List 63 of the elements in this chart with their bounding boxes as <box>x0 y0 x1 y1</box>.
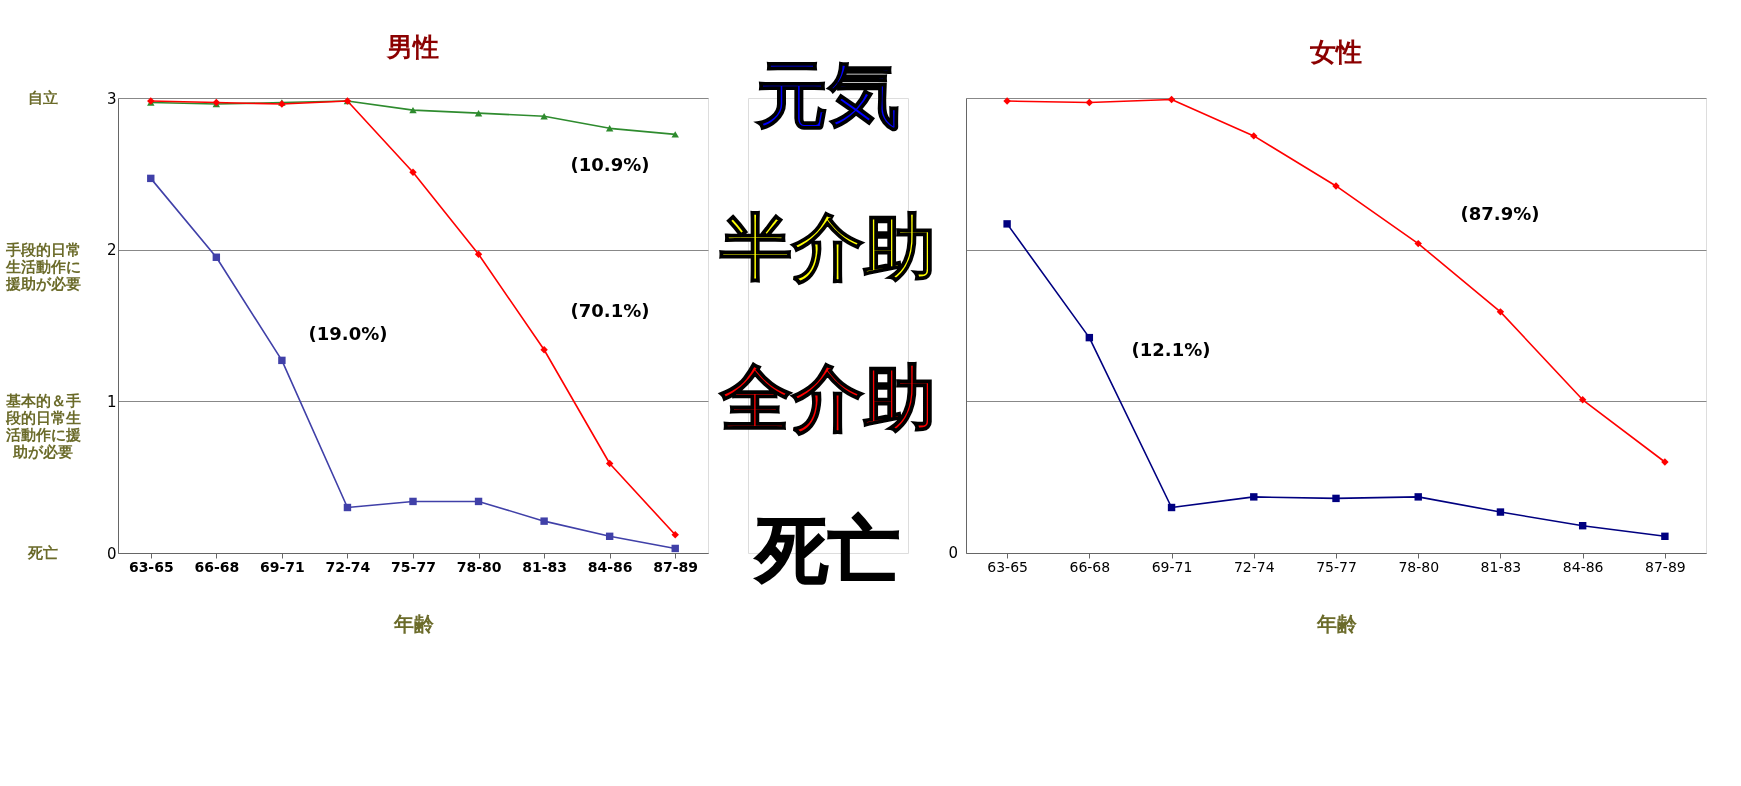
point <box>1578 396 1587 404</box>
x-tick-label: 69-71 <box>260 558 305 575</box>
point <box>1496 508 1505 516</box>
annotation: (12.1%) <box>1131 339 1211 360</box>
x-tick-label: 78-80 <box>1398 558 1440 575</box>
point <box>409 497 417 506</box>
text: 死亡 <box>27 544 58 562</box>
point <box>1661 532 1669 541</box>
point <box>605 125 614 132</box>
point <box>409 168 417 177</box>
chart-title: 女性 <box>1309 36 1362 67</box>
x-tick-label: 75-77 <box>391 558 436 575</box>
text: 死亡 <box>754 508 900 592</box>
text: 基本的＆手段的日常生活動作に援助が必要 <box>4 392 81 462</box>
x-tick-label: 66-68 <box>194 558 240 575</box>
point <box>1167 95 1176 104</box>
text: 手段的日常生活動作に援助が必要 <box>4 240 81 293</box>
text: 半介助 <box>719 204 936 289</box>
x-tick-label: 72-74 <box>325 558 371 575</box>
x-axis-title: 年齢 <box>392 611 435 636</box>
x-tick-label: 81-83 <box>1480 558 1522 575</box>
point <box>1003 220 1011 228</box>
point <box>671 131 679 138</box>
y-tick-label: 1 <box>106 392 117 411</box>
point <box>1250 493 1258 501</box>
point <box>1496 308 1505 316</box>
point <box>605 459 614 468</box>
x-tick-label: 63-65 <box>987 558 1028 575</box>
x-tick-label: 75-77 <box>1316 558 1357 575</box>
x-tick-label: 87-89 <box>653 558 699 575</box>
y-tick-label: 3 <box>106 89 117 108</box>
y-tick-label: 2 <box>106 241 117 260</box>
annotation: (70.1%) <box>570 300 650 321</box>
text: 0 <box>948 544 958 562</box>
x-tick-label: 69-71 <box>1151 558 1193 575</box>
y-tick-label: 0 <box>106 544 117 563</box>
point <box>474 250 483 258</box>
chart-title: 男性 <box>386 32 439 62</box>
annotation: (10.9%) <box>570 154 650 175</box>
text: 元気 <box>755 53 900 137</box>
annotation: (87.9%) <box>1460 203 1540 224</box>
point <box>278 356 286 365</box>
point <box>1250 132 1258 140</box>
point <box>540 346 548 354</box>
x-tick-label: 66-68 <box>1069 558 1111 575</box>
x-tick-label: 81-83 <box>522 558 567 575</box>
point <box>1085 98 1094 107</box>
x-tick-label: 63-65 <box>128 558 174 575</box>
x-tick-label: 84-86 <box>1562 558 1604 575</box>
annotation: (19.0%) <box>308 323 388 344</box>
point <box>1332 494 1340 503</box>
x-tick-label: 72-74 <box>1233 558 1275 575</box>
text: 自立 <box>28 89 58 107</box>
point <box>474 109 483 117</box>
x-tick-label: 87-89 <box>1645 558 1686 575</box>
point <box>1414 239 1422 248</box>
x-axis-title: 年齢 <box>1315 611 1358 636</box>
text: 全介助 <box>719 356 936 441</box>
point <box>540 517 548 525</box>
point <box>671 531 679 539</box>
x-tick-label: 78-80 <box>456 558 502 575</box>
x-tick-label: 84-86 <box>587 558 633 575</box>
point <box>1414 493 1422 501</box>
